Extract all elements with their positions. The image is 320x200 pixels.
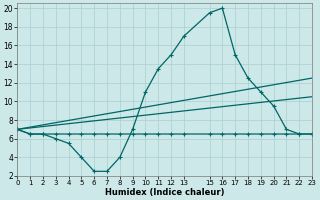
X-axis label: Humidex (Indice chaleur): Humidex (Indice chaleur) xyxy=(105,188,224,197)
